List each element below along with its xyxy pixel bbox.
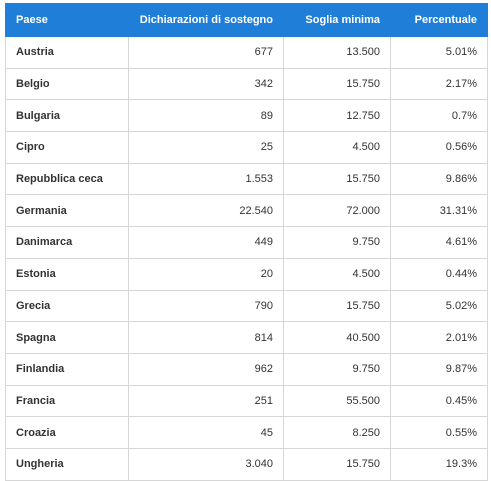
header-row: Paese Dichiarazioni di sostegno Soglia min… [5,3,488,37]
value-cell: 9.750 [283,226,391,259]
country-cell: Germania [5,194,129,228]
value-cell: 15.750 [283,162,391,196]
table-row: Belgio 342 15.750 2.17% [5,67,488,101]
country-cell: Austria [5,36,129,69]
value-cell: 9.86% [390,162,488,196]
value-cell: 13.500 [283,36,391,69]
country-cell: Belgio [5,67,129,101]
value-cell: 5.02% [390,289,488,323]
value-cell: 814 [128,321,284,354]
value-cell: 449 [128,226,284,259]
value-cell: 45 [128,416,284,449]
header-cell: Paese [5,3,129,37]
header-cell: Soglia minima [283,3,391,37]
value-cell: 251 [128,384,284,418]
value-cell: 55.500 [283,384,391,418]
country-cell: Estonia [5,257,129,291]
value-cell: 25 [128,131,284,164]
value-cell: 19.3% [390,447,488,481]
country-cell: Croazia [5,416,129,449]
value-cell: 31.31% [390,194,488,228]
value-cell: 22.540 [128,194,284,228]
value-cell: 1.553 [128,162,284,196]
table-row: Repubblica ceca 1.553 15.750 9.86% [5,162,488,196]
table-row: Finlandia 962 9.750 9.87% [5,352,488,386]
country-cell: Spagna [5,321,129,354]
table-row: Ungheria 3.040 15.750 19.3% [5,447,488,481]
value-cell: 0.45% [390,384,488,418]
table-row: Germania 22.540 72.000 31.31% [5,194,488,228]
table-row: Croazia 45 8.250 0.55% [5,416,488,449]
table-row: Austria 677 13.500 5.01% [5,36,488,69]
value-cell: 15.750 [283,67,391,101]
value-cell: 3.040 [128,447,284,481]
value-cell: 2.01% [390,321,488,354]
value-cell: 8.250 [283,416,391,449]
country-cell: Bulgaria [5,99,129,133]
value-cell: 72.000 [283,194,391,228]
value-cell: 790 [128,289,284,323]
value-cell: 89 [128,99,284,133]
value-cell: 0.44% [390,257,488,291]
value-cell: 4.61% [390,226,488,259]
table-row: Francia 251 55.500 0.45% [5,384,488,418]
country-cell: Cipro [5,131,129,164]
value-cell: 5.01% [390,36,488,69]
value-cell: 15.750 [283,447,391,481]
table-row: Bulgaria 89 12.750 0.7% [5,99,488,133]
table-row: Grecia 790 15.750 5.02% [5,289,488,323]
value-cell: 9.750 [283,352,391,386]
value-cell: 962 [128,352,284,386]
value-cell: 342 [128,67,284,101]
value-cell: 4.500 [283,131,391,164]
table-row: Spagna 814 40.500 2.01% [5,321,488,354]
data-table: Paese Dichiarazioni di sostegno Soglia min… [5,3,488,481]
country-cell: Grecia [5,289,129,323]
country-cell: Ungheria [5,447,129,481]
value-cell: 4.500 [283,257,391,291]
value-cell: 12.750 [283,99,391,133]
country-cell: Finlandia [5,352,129,386]
table-row: Estonia 20 4.500 0.44% [5,257,488,291]
header-cell: Dichiarazioni di sostegno [128,3,284,37]
country-cell: Francia [5,384,129,418]
value-cell: 9.87% [390,352,488,386]
value-cell: 677 [128,36,284,69]
value-cell: 40.500 [283,321,391,354]
value-cell: 2.17% [390,67,488,101]
country-cell: Danimarca [5,226,129,259]
value-cell: 0.56% [390,131,488,164]
header-cell: Percentuale [390,3,488,37]
value-cell: 0.7% [390,99,488,133]
table-row: Cipro 25 4.500 0.56% [5,131,488,164]
table-row: Danimarca 449 9.750 4.61% [5,226,488,259]
country-cell: Repubblica ceca [5,162,129,196]
value-cell: 20 [128,257,284,291]
value-cell: 0.55% [390,416,488,449]
value-cell: 15.750 [283,289,391,323]
